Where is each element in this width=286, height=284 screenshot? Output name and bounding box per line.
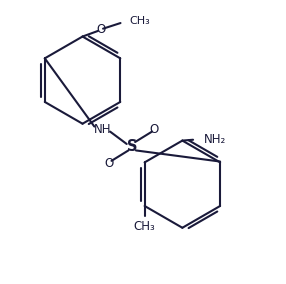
Text: S: S bbox=[126, 139, 137, 154]
Text: O: O bbox=[150, 123, 159, 136]
Text: CH₃: CH₃ bbox=[129, 16, 150, 26]
Text: CH₃: CH₃ bbox=[134, 220, 156, 233]
Text: NH: NH bbox=[94, 123, 111, 136]
Text: O: O bbox=[105, 156, 114, 170]
Text: O: O bbox=[96, 23, 106, 36]
Text: NH₂: NH₂ bbox=[204, 133, 227, 146]
